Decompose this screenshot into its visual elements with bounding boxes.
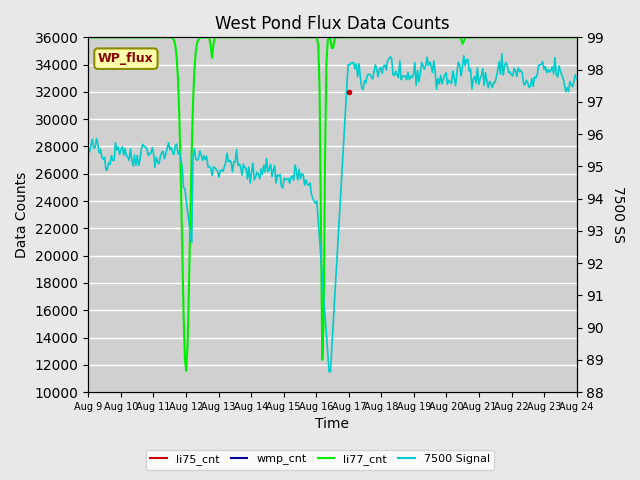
Legend: li75_cnt, wmp_cnt, li77_cnt, 7500 Signal: li75_cnt, wmp_cnt, li77_cnt, 7500 Signal bbox=[146, 450, 494, 469]
Title: West Pond Flux Data Counts: West Pond Flux Data Counts bbox=[215, 15, 450, 33]
X-axis label: Time: Time bbox=[316, 418, 349, 432]
Y-axis label: Data Counts: Data Counts bbox=[15, 172, 29, 258]
Text: WP_flux: WP_flux bbox=[98, 52, 154, 65]
Y-axis label: 7500 SS: 7500 SS bbox=[611, 186, 625, 243]
